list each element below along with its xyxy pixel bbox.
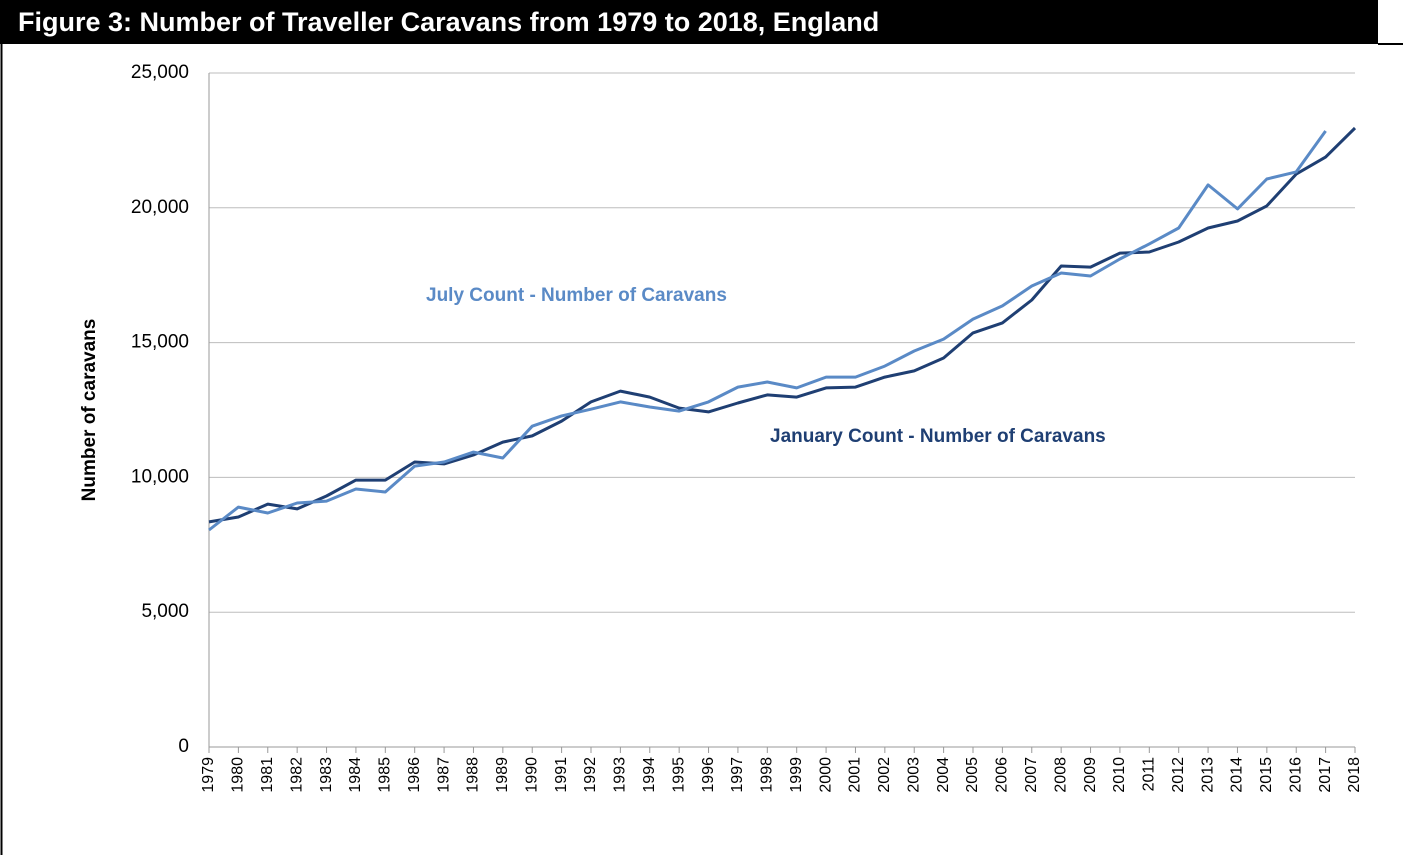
x-tick-label: 2018 bbox=[1346, 757, 1363, 793]
x-tick-label: 1993 bbox=[612, 757, 629, 793]
x-tick-label: 2017 bbox=[1317, 757, 1334, 793]
x-tick-label: 1980 bbox=[230, 757, 247, 793]
x-tick-label: 1979 bbox=[200, 757, 217, 793]
x-tick-label: 1982 bbox=[288, 757, 305, 793]
x-tick-label: 2002 bbox=[876, 757, 893, 793]
title-bar bbox=[0, 0, 1378, 44]
y-tick-label: 0 bbox=[178, 736, 189, 757]
y-tick-label: 10,000 bbox=[131, 466, 189, 487]
series-label: July Count - Number of Caravans bbox=[426, 285, 727, 306]
x-tick-label: 2004 bbox=[935, 757, 952, 793]
x-tick-label: 1995 bbox=[670, 757, 687, 793]
y-tick-label: 5,000 bbox=[141, 601, 189, 622]
x-tick-label: 2000 bbox=[817, 757, 834, 793]
x-tick-label: 1990 bbox=[523, 757, 540, 793]
x-tick-label: 1999 bbox=[788, 757, 805, 793]
x-tick-label: 1987 bbox=[435, 757, 452, 793]
line-series bbox=[208, 126, 1357, 524]
x-tick-label: 1985 bbox=[377, 757, 394, 793]
x-tick-label: 2016 bbox=[1287, 757, 1304, 793]
x-tick-label: 1989 bbox=[494, 757, 511, 793]
x-tick-label: 2001 bbox=[847, 757, 864, 793]
line-series bbox=[208, 130, 1327, 532]
x-tick-label: 1984 bbox=[347, 757, 364, 793]
x-tick-label: 2003 bbox=[905, 757, 922, 793]
series-label: January Count - Number of Caravans bbox=[770, 426, 1106, 447]
x-tick-label: 2010 bbox=[1111, 757, 1128, 793]
x-tick-label: 1991 bbox=[553, 757, 570, 793]
y-tick-label: 20,000 bbox=[131, 197, 189, 218]
x-tick-label: 1997 bbox=[729, 757, 746, 793]
x-tick-label: 2015 bbox=[1258, 757, 1275, 793]
x-tick-label: 2009 bbox=[1082, 757, 1099, 793]
chart-title: Figure 3: Number of Traveller Caravans f… bbox=[18, 7, 879, 37]
y-tick-label: 25,000 bbox=[131, 62, 189, 83]
x-tick-label: 2007 bbox=[1023, 757, 1040, 793]
x-tick-label: 1998 bbox=[759, 757, 776, 793]
x-tick-label: 2005 bbox=[964, 757, 981, 793]
x-tick-label: 1983 bbox=[318, 757, 335, 793]
x-tick-label: 1988 bbox=[465, 757, 482, 793]
x-tick-label: 1981 bbox=[259, 757, 276, 793]
x-tick-label: 2014 bbox=[1229, 757, 1246, 793]
x-tick-label: 1992 bbox=[582, 757, 599, 793]
y-axis-label: Number of caravans bbox=[79, 319, 100, 502]
x-tick-label: 2011 bbox=[1141, 757, 1158, 792]
x-tick-label: 2012 bbox=[1170, 757, 1187, 793]
x-tick-label: 1996 bbox=[700, 757, 717, 793]
x-tick-label: 1994 bbox=[641, 757, 658, 793]
x-tick-label: 2008 bbox=[1052, 757, 1069, 793]
x-tick-label: 2013 bbox=[1199, 757, 1216, 793]
x-tick-label: 2006 bbox=[994, 757, 1011, 793]
x-tick-label: 1986 bbox=[406, 757, 423, 793]
y-tick-label: 15,000 bbox=[131, 332, 189, 353]
